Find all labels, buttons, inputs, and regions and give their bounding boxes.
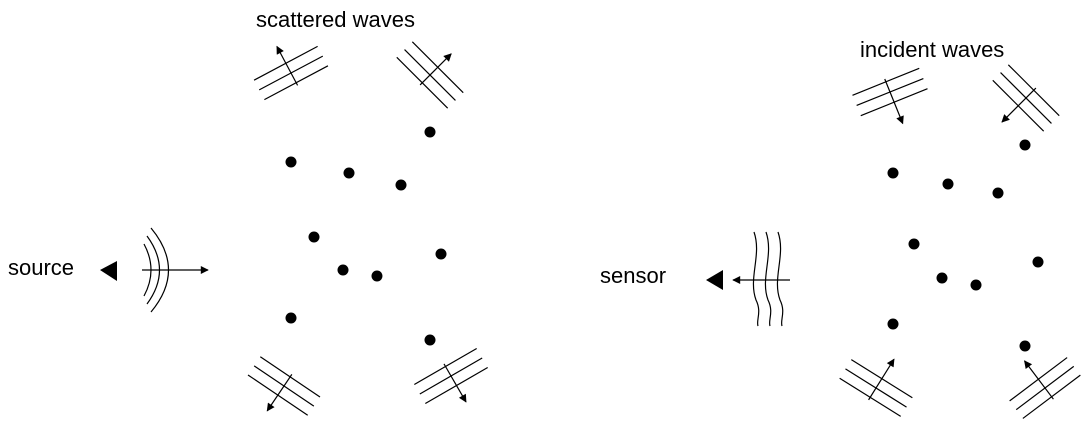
scattered-wave-upper-right <box>396 41 464 109</box>
scatterer-dot <box>1032 256 1044 268</box>
source-emitter-icon <box>100 261 117 281</box>
direction-arrow <box>419 53 452 86</box>
wavefront-wavy-line <box>764 231 772 327</box>
scatterers-right <box>887 139 1044 352</box>
scattered-wave-lower-right <box>414 347 488 405</box>
scattered-wave-lower-left <box>247 356 321 416</box>
scatterer-dot <box>371 270 383 282</box>
scatterer-dot <box>308 231 320 243</box>
scatterer-dot <box>395 179 407 191</box>
scatterer-dot <box>1019 340 1031 352</box>
direction-arrow <box>1024 360 1054 400</box>
scatterer-dot <box>285 312 297 324</box>
scatterer-dot <box>285 156 297 168</box>
wavefront-wavy-line <box>752 231 760 327</box>
direction-arrow <box>1001 87 1037 123</box>
scatterer-dot <box>992 187 1004 199</box>
scatterer-dot <box>343 167 355 179</box>
wavefront-wavy-line <box>776 231 784 327</box>
scatterer-dot <box>337 264 349 276</box>
direction-arrow <box>276 45 299 86</box>
scatterers-left <box>285 126 447 346</box>
left-panel: scattered waves source <box>8 7 488 416</box>
scatterer-dot <box>435 248 447 260</box>
incident-wave-upper-right <box>992 64 1060 132</box>
sensor-receiver-icon <box>706 270 723 290</box>
scatterer-dot <box>887 318 899 330</box>
direction-arrow <box>884 78 904 125</box>
scattered-wave-upper-left <box>253 45 329 101</box>
scattered-waves-label: scattered waves <box>256 7 415 32</box>
scatterer-dot <box>908 238 920 250</box>
scatterer-dot <box>1019 139 1031 151</box>
sensor-label: sensor <box>600 263 666 288</box>
scatterer-dot <box>424 334 436 346</box>
right-panel: incident waves sensor <box>600 37 1081 419</box>
scatterer-dot <box>424 126 436 138</box>
incident-waves-label: incident waves <box>860 37 1004 62</box>
source-label: source <box>8 255 74 280</box>
incident-wave-lower-left <box>839 358 913 417</box>
scatterer-dot <box>970 279 982 291</box>
incident-wave-upper-left <box>852 67 928 125</box>
scatterer-dot <box>887 167 899 179</box>
scatterer-dot <box>942 178 954 190</box>
scatterer-dot <box>936 272 948 284</box>
sensor-wavefronts <box>752 231 784 327</box>
direction-arrow <box>266 374 293 412</box>
direction-arrow <box>443 363 467 403</box>
incident-wave-lower-right <box>1009 357 1081 419</box>
direction-arrow <box>868 358 895 401</box>
